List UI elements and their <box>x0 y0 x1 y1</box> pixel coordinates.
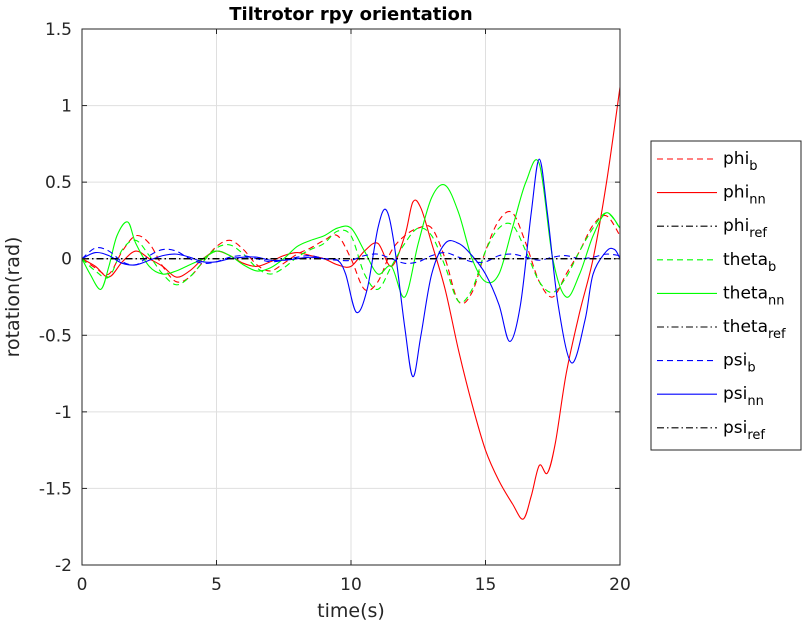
legend-label-base: phi <box>723 183 749 203</box>
legend-label-subscript: nn <box>747 394 763 409</box>
y-tick-label: 1.5 <box>45 20 72 40</box>
y-tick-label: -2 <box>55 556 72 576</box>
y-tick-label: 1 <box>61 97 72 117</box>
legend-label-subscript: ref <box>747 428 765 443</box>
x-tick-label: 15 <box>475 575 497 595</box>
legend-label-phi-ref: phiref <box>723 216 767 241</box>
chart-title: Tiltrotor rpy orientation <box>229 4 472 25</box>
series-line-psi-b <box>81 247 621 266</box>
legend-label-subscript: ref <box>749 226 767 241</box>
y-tick-label: -0.5 <box>39 326 72 346</box>
series-line-phi-nn <box>81 87 621 520</box>
legend-label-base: theta <box>723 283 768 303</box>
x-axis-label: time(s) <box>317 600 385 622</box>
legend-label-subscript: nn <box>768 293 784 308</box>
legend-label-base: psi <box>723 384 747 404</box>
y-tick-label: -1 <box>55 403 72 423</box>
legend-label-subscript: b <box>768 260 776 275</box>
legend: phibphinnphirefthetabthetannthetarefpsib… <box>650 140 802 451</box>
legend-label-base: theta <box>723 317 768 337</box>
y-tick-label: -1.5 <box>39 479 72 499</box>
legend-label-theta-b: thetab <box>723 250 776 275</box>
series-lines <box>81 87 621 520</box>
legend-label-subscript: b <box>749 159 757 174</box>
y-tick-label: 0 <box>61 250 72 270</box>
y-tick-label: 0.5 <box>45 173 72 193</box>
legend-label-subscript: b <box>747 361 755 376</box>
legend-label-base: phi <box>723 149 749 169</box>
y-axis-label: rotation(rad) <box>2 237 24 358</box>
legend-label-base: phi <box>723 216 749 236</box>
legend-label-base: psi <box>723 351 747 371</box>
series-line-psi-nn <box>81 158 621 378</box>
series-line-phi-b <box>81 210 621 305</box>
legend-label-base: psi <box>723 418 747 438</box>
legend-label-phi-nn: phinn <box>723 183 766 208</box>
x-tick-label: 20 <box>609 575 631 595</box>
x-tick-label: 0 <box>77 575 88 595</box>
axis-ticks: 0 5 10 15 20 -2 -1.5 -1 -0.5 0 0.5 1 1.5 <box>39 20 631 595</box>
legend-label-base: theta <box>723 250 768 270</box>
legend-label-psi-nn: psinn <box>723 384 764 409</box>
series-line-theta-nn <box>81 159 621 298</box>
legend-label-theta-nn: thetann <box>723 283 784 308</box>
x-tick-label: 5 <box>211 575 222 595</box>
legend-label-psi-b: psib <box>723 351 756 376</box>
legend-label-theta-ref: thetaref <box>723 317 786 342</box>
x-tick-label: 10 <box>340 575 362 595</box>
legend-label-subscript: nn <box>749 193 765 208</box>
legend-label-psi-ref: psiref <box>723 418 765 443</box>
legend-label-phi-b: phib <box>723 149 758 174</box>
legend-label-subscript: ref <box>768 327 786 342</box>
